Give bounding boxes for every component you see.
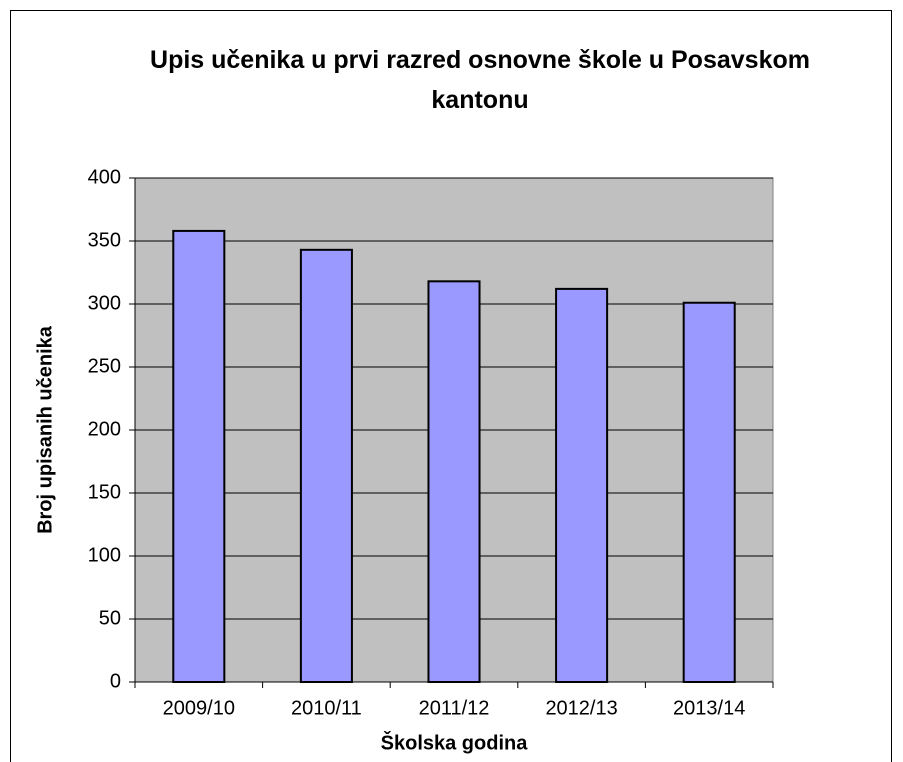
y-tick-label: 300 xyxy=(88,292,121,314)
y-tick-label: 200 xyxy=(88,418,121,440)
bar xyxy=(555,287,609,683)
y-axis-label: Broj upisanih učenika xyxy=(34,325,56,534)
y-tick-label: 100 xyxy=(88,544,121,566)
bar xyxy=(172,229,226,683)
x-axis-label: Školska godina xyxy=(381,730,529,754)
x-tick-label: 2011/12 xyxy=(419,697,490,719)
y-tick-label: 400 xyxy=(88,166,121,188)
x-tick-label: 2010/11 xyxy=(291,697,362,719)
bar xyxy=(427,280,481,683)
bar xyxy=(299,248,353,683)
y-tick-label: 0 xyxy=(110,670,121,692)
chart-title: Upis učenika u prvi razred osnovne škole… xyxy=(150,46,810,114)
bar xyxy=(682,301,736,683)
chart-border xyxy=(10,10,892,762)
y-tick-label: 150 xyxy=(88,481,121,503)
y-tick-label: 50 xyxy=(99,607,121,629)
x-tick-label: 2012/13 xyxy=(545,697,617,719)
y-tick-label: 250 xyxy=(88,355,121,377)
y-tick-label: 350 xyxy=(88,229,121,251)
x-tick-label: 2009/10 xyxy=(163,697,235,719)
x-tick-label: 2013/14 xyxy=(673,697,745,719)
